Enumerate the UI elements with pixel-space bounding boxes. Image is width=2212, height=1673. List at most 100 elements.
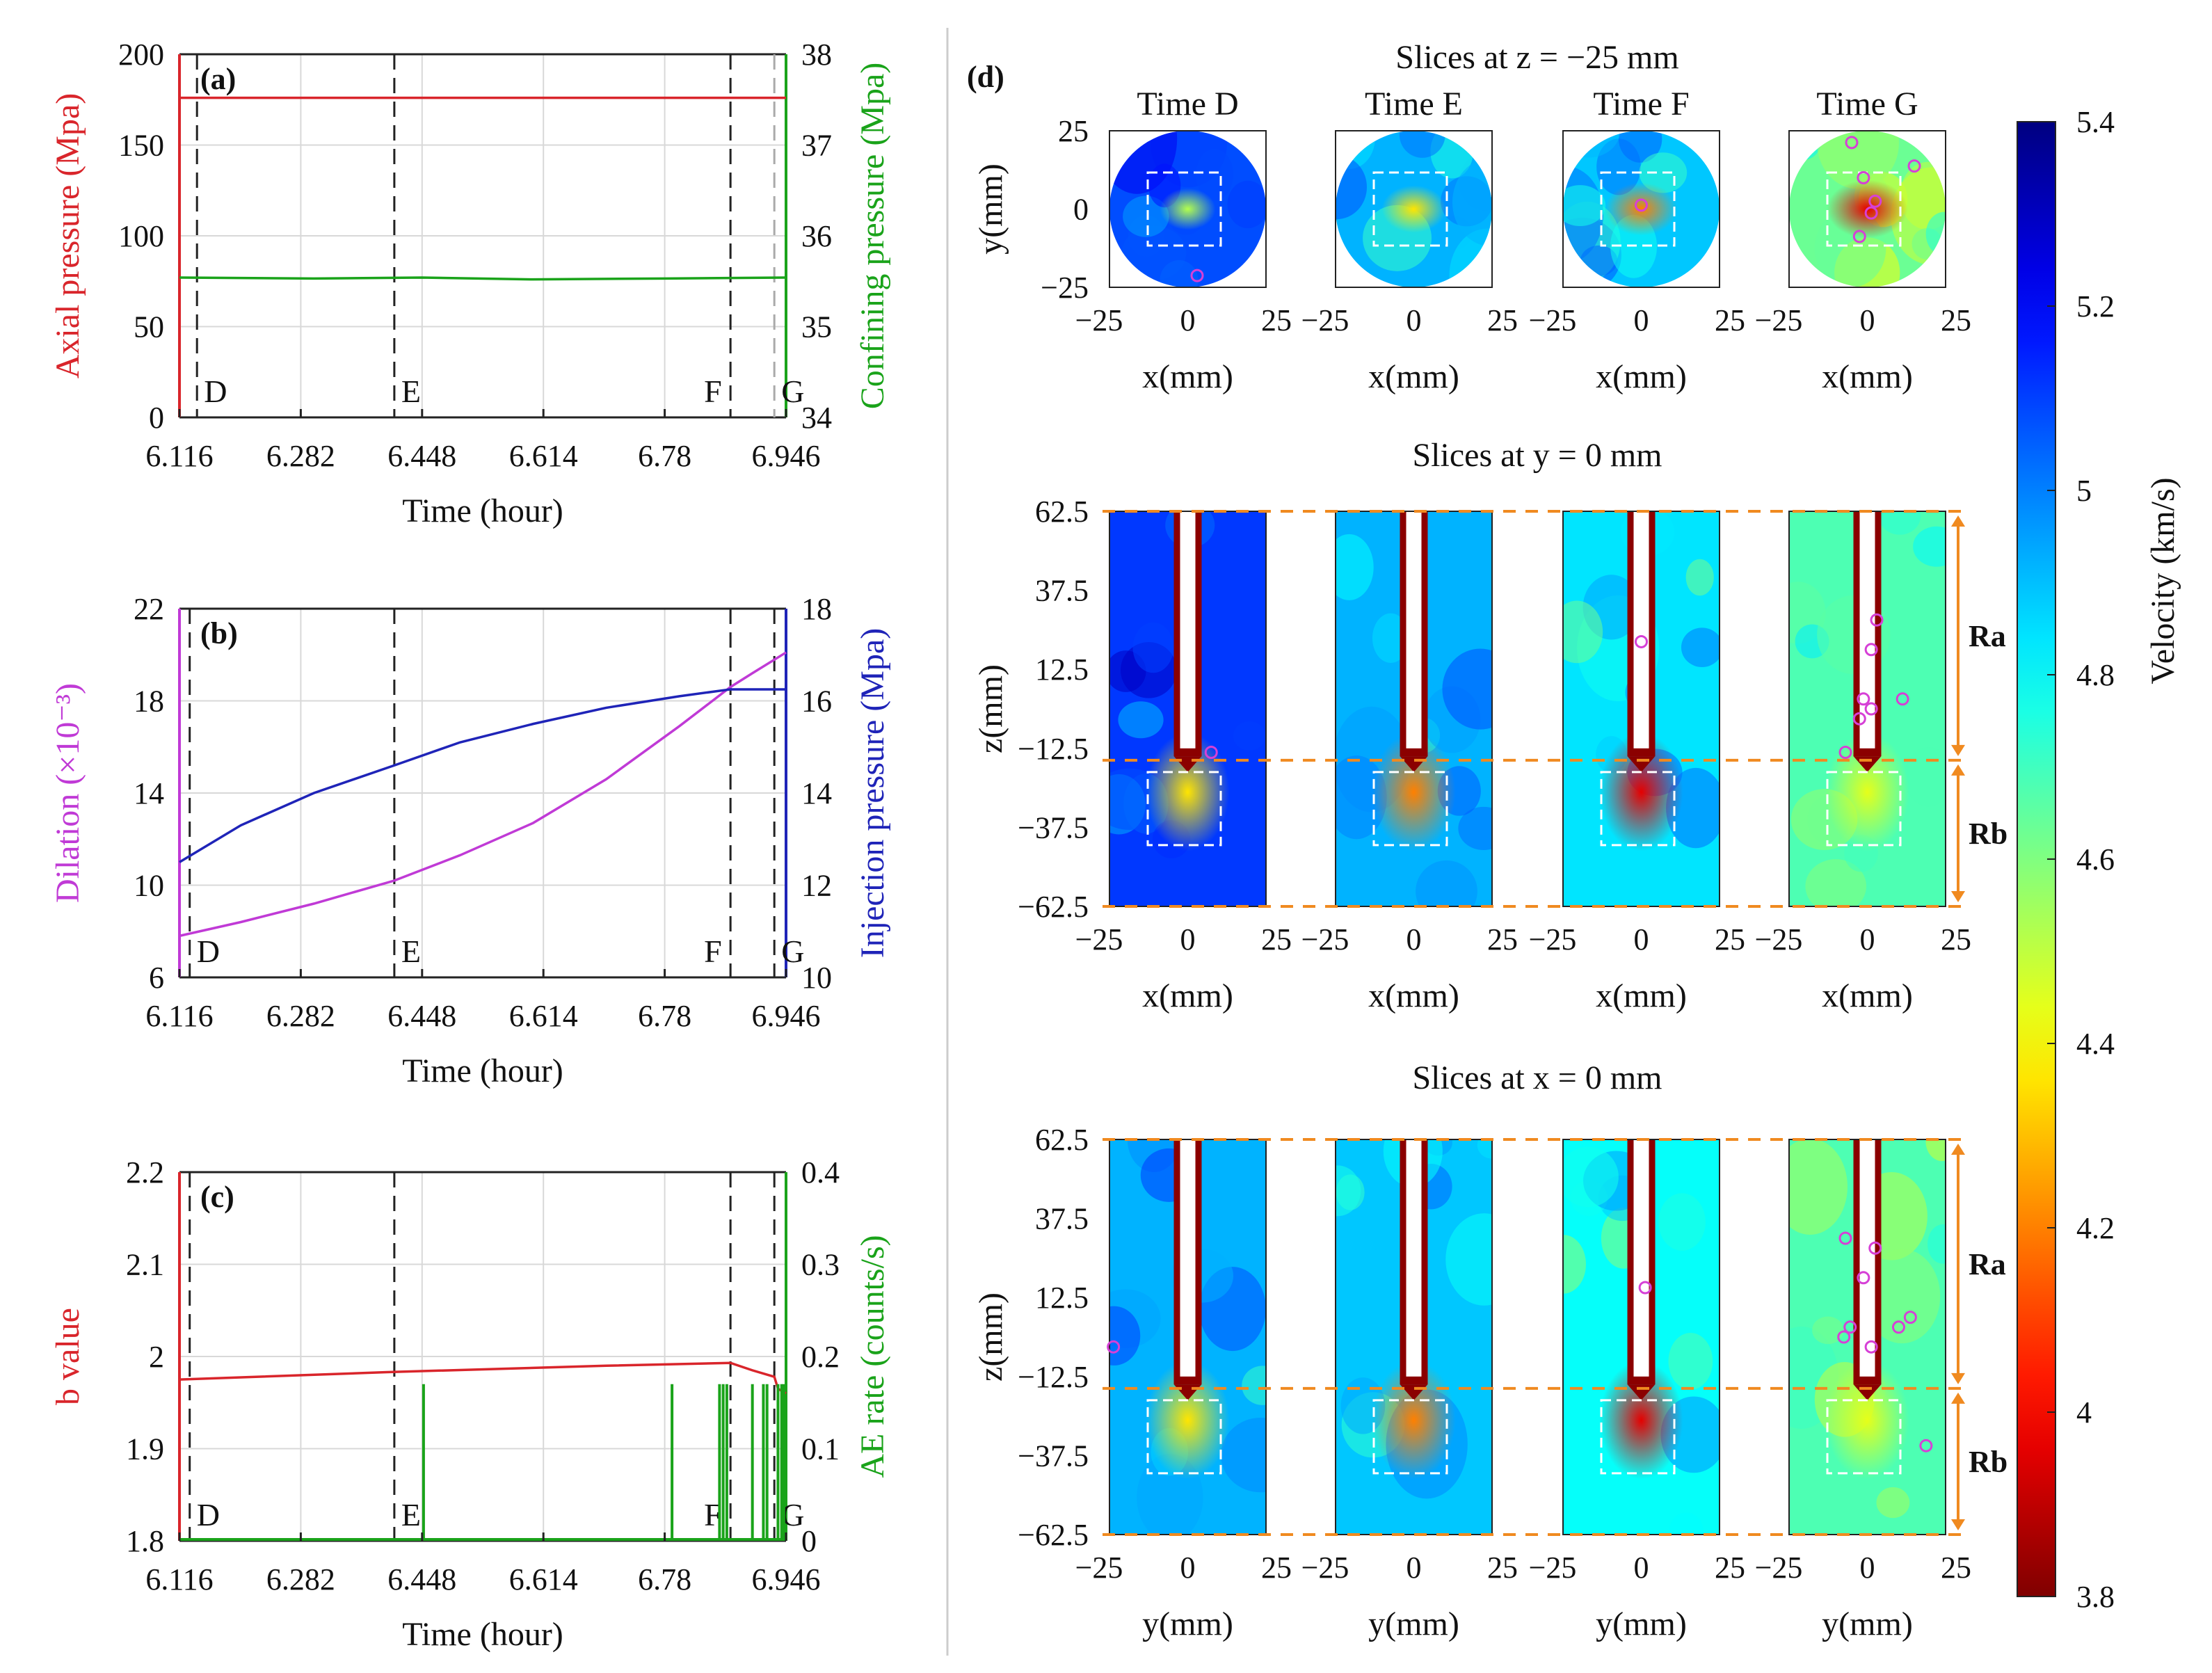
focus-region-box bbox=[1600, 171, 1676, 247]
y-axis-label: y(mm) bbox=[972, 163, 1009, 255]
x-tick-label: 6.78 bbox=[638, 999, 691, 1033]
y-tick-label-left: 6 bbox=[149, 961, 164, 995]
x-tick-label: −25 bbox=[1755, 1551, 1803, 1585]
velocity-anomaly bbox=[1372, 1361, 1456, 1480]
ae-event-marker bbox=[1896, 692, 1909, 706]
ae-event-marker bbox=[1204, 745, 1218, 759]
x-tick-label: 6.78 bbox=[638, 439, 691, 473]
slice-image bbox=[1336, 511, 1492, 906]
y-tick-label-right: 0.3 bbox=[801, 1248, 840, 1282]
x-tick-label: 6.116 bbox=[145, 1562, 213, 1596]
x-tick-label: 6.946 bbox=[752, 999, 821, 1033]
velocity-blob bbox=[1864, 1249, 1941, 1344]
y-tick-label-right: 12 bbox=[801, 869, 832, 903]
colorbar-tick-label: 5 bbox=[2076, 474, 2092, 508]
arrow-head bbox=[1951, 515, 1965, 527]
velocity-blob bbox=[1928, 1224, 1946, 1264]
y-tick-label-left: 1.8 bbox=[126, 1524, 164, 1558]
region-label: Ra bbox=[1969, 1247, 2006, 1281]
x-axis-label: y(mm) bbox=[1368, 1606, 1459, 1642]
y-tick-label: −25 bbox=[1041, 271, 1089, 305]
slice-1-1: −25 0 25 x(mm) bbox=[1301, 511, 1518, 1014]
wellbore bbox=[1180, 511, 1196, 749]
slice-image bbox=[1563, 511, 1720, 906]
arrow-head bbox=[1951, 1519, 1965, 1530]
series-line-dilation bbox=[179, 651, 787, 938]
y-axis-label-right: AE rate (counts/s) bbox=[854, 1235, 891, 1478]
velocity-blob bbox=[1109, 1306, 1141, 1366]
ae-event-marker bbox=[1635, 198, 1648, 212]
y-axis-label-left: Dilation (×10⁻³) bbox=[49, 683, 86, 903]
marker-label-G: G bbox=[781, 374, 804, 409]
velocity-blob bbox=[1925, 1139, 1946, 1162]
x-tick-label: −25 bbox=[1529, 1551, 1577, 1585]
colorbar-tick-label: 5.4 bbox=[2076, 105, 2115, 139]
slice-0-1: −25 0 25 x(mm) Time E bbox=[1301, 86, 1518, 395]
y-tick-label-right: 18 bbox=[801, 592, 832, 626]
slice-image bbox=[1563, 131, 1720, 287]
slice-row-2: Slices at x = 0 mm −25 0 25 y(mm) −25 0 25 y(mm)… bbox=[972, 1059, 2007, 1642]
y-tick-label-left: 22 bbox=[134, 592, 164, 626]
slice-1-0: −25 0 25 x(mm) bbox=[1075, 511, 1292, 1014]
x-tick-label: 6.282 bbox=[266, 999, 335, 1033]
velocity-blob bbox=[1123, 195, 1169, 237]
y-tick-label-left: 1.9 bbox=[126, 1432, 164, 1466]
ae-event-marker bbox=[1864, 1340, 1878, 1354]
marker-label-G: G bbox=[781, 934, 804, 969]
x-axis-label: x(mm) bbox=[1142, 977, 1233, 1014]
wellbore bbox=[1859, 511, 1875, 749]
x-tick-label: 6.282 bbox=[266, 439, 335, 473]
velocity-blob bbox=[1196, 148, 1233, 201]
slice-0-2: −25 0 25 x(mm) Time F bbox=[1529, 86, 1745, 395]
x-tick-label: 0 bbox=[1860, 922, 1875, 956]
y-tick-label-right: 37 bbox=[801, 129, 832, 163]
y-tick-label: −37.5 bbox=[1018, 1439, 1089, 1473]
y-tick-label: 0 bbox=[1073, 193, 1089, 227]
x-tick-label: 25 bbox=[1715, 1551, 1745, 1585]
y-tick-label-left: 14 bbox=[134, 776, 164, 810]
slice-image bbox=[1109, 1139, 1266, 1535]
y-tick-label-right: 35 bbox=[801, 310, 832, 344]
y-tick-label-right: 14 bbox=[801, 776, 832, 810]
focus-region-box bbox=[1372, 1399, 1448, 1475]
velocity-blob bbox=[1227, 180, 1266, 229]
velocity-blob bbox=[1458, 806, 1492, 850]
y-axis-label-right: Confining pressure (Mpa) bbox=[854, 63, 891, 410]
slice-image bbox=[1789, 511, 1946, 906]
x-tick-label: 0 bbox=[1860, 1551, 1875, 1585]
x-tick-label: 6.614 bbox=[509, 999, 578, 1033]
y-tick-label-right: 36 bbox=[801, 219, 832, 253]
y-tick-label-left: 10 bbox=[134, 869, 164, 903]
slice-row-title: Slices at y = 0 mm bbox=[1412, 437, 1662, 474]
x-tick-label: 0 bbox=[1406, 303, 1422, 337]
time-label: Time G bbox=[1816, 86, 1918, 122]
y-tick-label: 62.5 bbox=[1035, 495, 1089, 529]
slice-2-2: −25 0 25 y(mm) bbox=[1529, 1139, 1745, 1642]
colorbar-tick-label: 4.6 bbox=[2076, 842, 2115, 876]
x-axis-label: Time (hour) bbox=[402, 493, 563, 529]
slice-row-title: Slices at z = −25 mm bbox=[1395, 39, 1678, 76]
velocity-blob bbox=[1669, 1512, 1704, 1535]
y-tick-label-left: 100 bbox=[118, 219, 164, 253]
y-tick-label: 12.5 bbox=[1035, 1281, 1089, 1315]
velocity-blob bbox=[1879, 511, 1921, 535]
ae-event-marker bbox=[1864, 643, 1878, 657]
velocity-blob bbox=[1563, 1146, 1619, 1208]
x-tick-label: 0 bbox=[1180, 922, 1196, 956]
velocity-blob bbox=[1668, 1332, 1713, 1390]
ae-event-marker bbox=[1907, 159, 1921, 173]
velocity-blob bbox=[1563, 600, 1603, 664]
x-tick-label: 0 bbox=[1406, 1551, 1422, 1585]
x-tick-label: −25 bbox=[1075, 1551, 1123, 1585]
slice-frame bbox=[1562, 130, 1720, 288]
marker-label-E: E bbox=[401, 934, 421, 969]
ae-event-marker bbox=[1107, 1340, 1121, 1354]
wellbore bbox=[1180, 1139, 1196, 1377]
series-line-confining-pressure bbox=[179, 276, 787, 281]
x-axis-label: x(mm) bbox=[1596, 977, 1687, 1014]
x-axis-label: x(mm) bbox=[1368, 358, 1459, 395]
slice-image bbox=[1336, 131, 1492, 287]
x-tick-label: 25 bbox=[1487, 1551, 1518, 1585]
ae-event-marker bbox=[1190, 269, 1204, 282]
colorbar-label: Velocity (km/s) bbox=[2145, 477, 2181, 684]
